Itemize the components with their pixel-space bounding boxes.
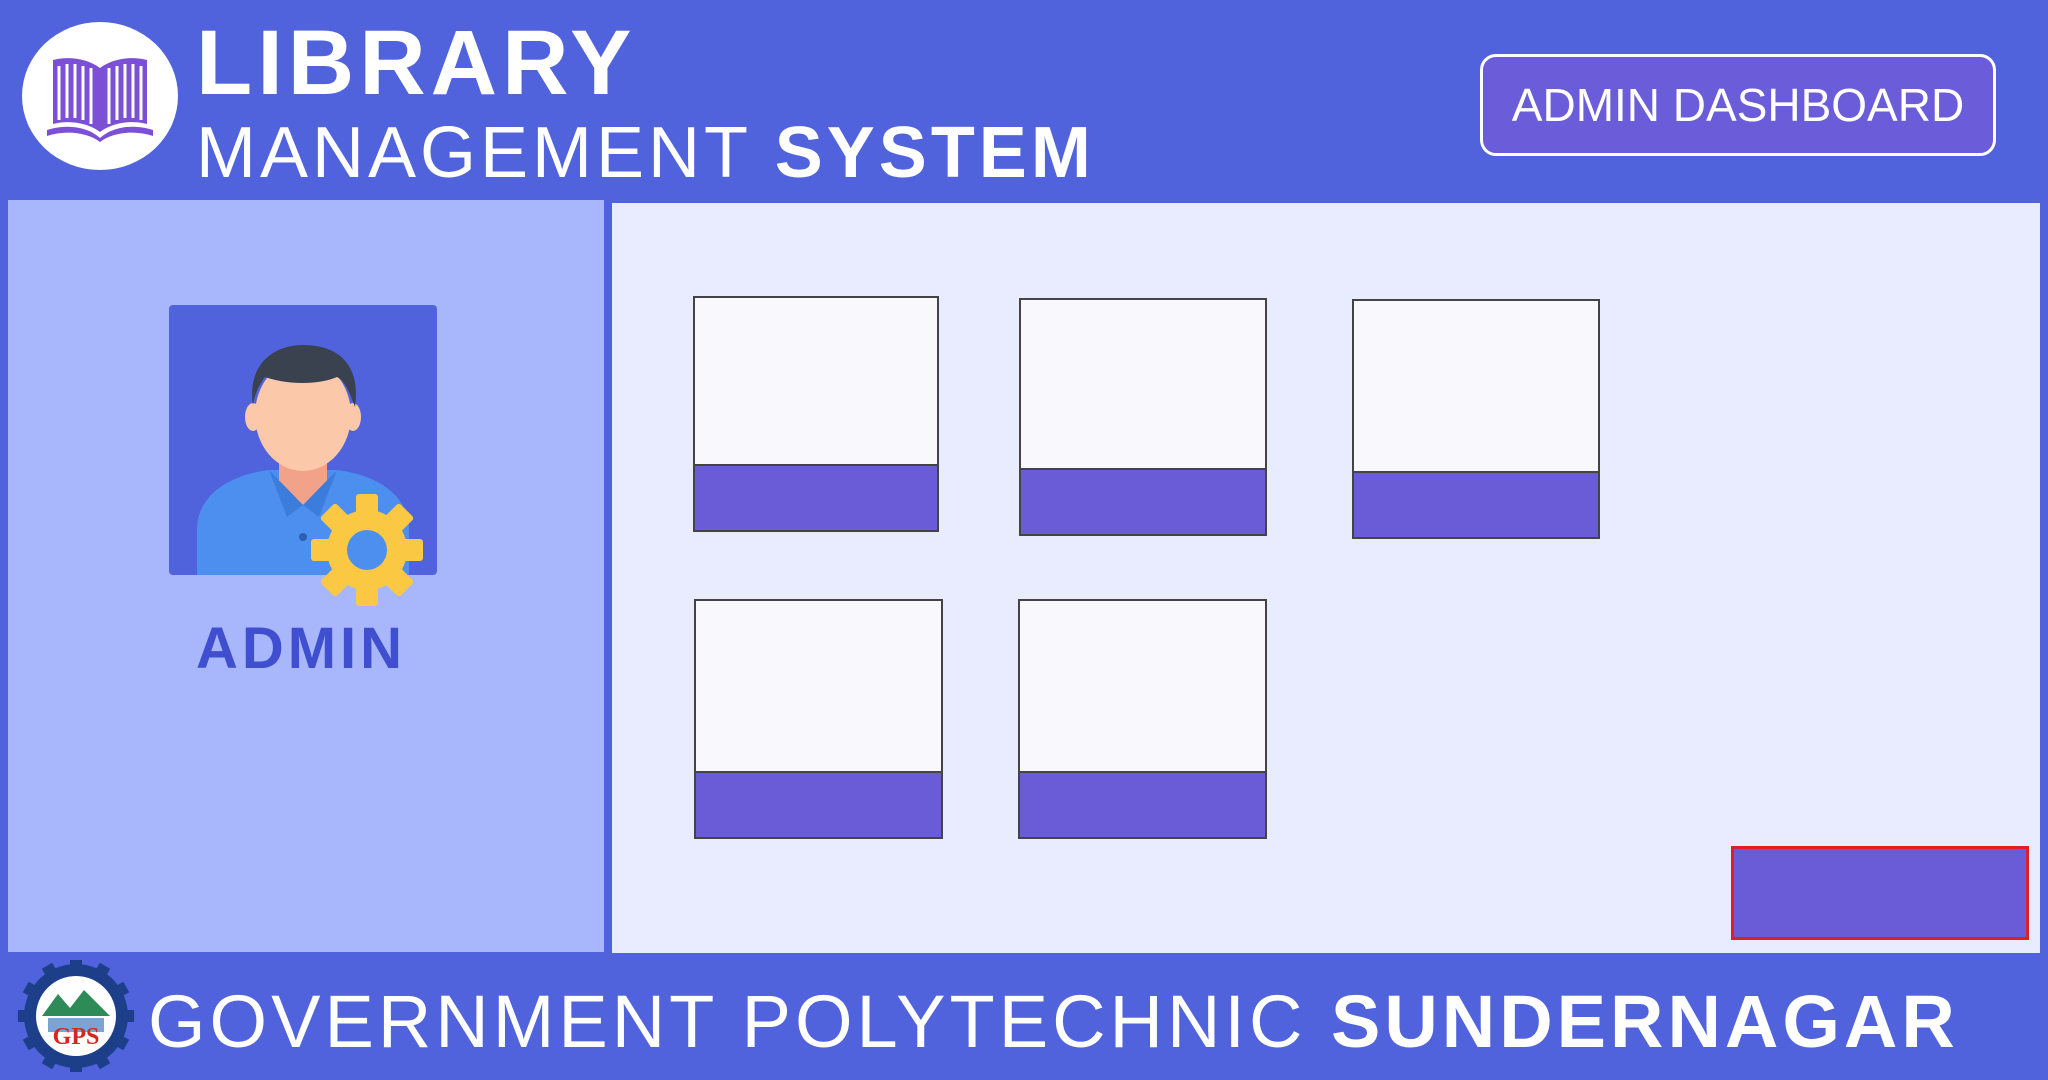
logout-button[interactable] (1731, 846, 2029, 940)
tile-label-bar (695, 464, 937, 530)
tile-label-bar (1021, 468, 1265, 534)
institution-name: GOVERNMENT POLYTECHNIC SUNDERNAGAR (148, 980, 1959, 1064)
tile-label-bar (696, 771, 941, 837)
app-title-subtitle: MANAGEMENT SYSTEM (196, 108, 1095, 198)
admin-user-gear-icon (197, 345, 423, 606)
app-title-library: LIBRARY (196, 12, 637, 114)
institution-emblem-icon: GPS (18, 960, 134, 1072)
subtitle-management: MANAGEMENT (196, 113, 751, 193)
dashboard-tile-4[interactable] (694, 599, 943, 839)
tile-label-bar (1354, 471, 1598, 537)
institution-name-part2: SUNDERNAGAR (1330, 980, 1959, 1063)
emblem-text: GPS (53, 1024, 100, 1050)
library-logo (22, 22, 178, 170)
open-book-icon (47, 58, 153, 142)
tile-label-bar (1020, 771, 1265, 837)
admin-dashboard-button[interactable]: ADMIN DASHBOARD (1480, 54, 1996, 156)
dashboard-tile-1[interactable] (693, 296, 939, 532)
dashboard-tile-5[interactable] (1018, 599, 1267, 839)
admin-role-label: ADMIN (195, 616, 407, 681)
dashboard-tile-3[interactable] (1352, 299, 1600, 539)
admin-avatar-card (169, 305, 437, 606)
institution-name-part1: GOVERNMENT POLYTECHNIC (148, 980, 1307, 1063)
subtitle-system: SYSTEM (774, 113, 1095, 193)
dashboard-tile-2[interactable] (1019, 298, 1267, 536)
